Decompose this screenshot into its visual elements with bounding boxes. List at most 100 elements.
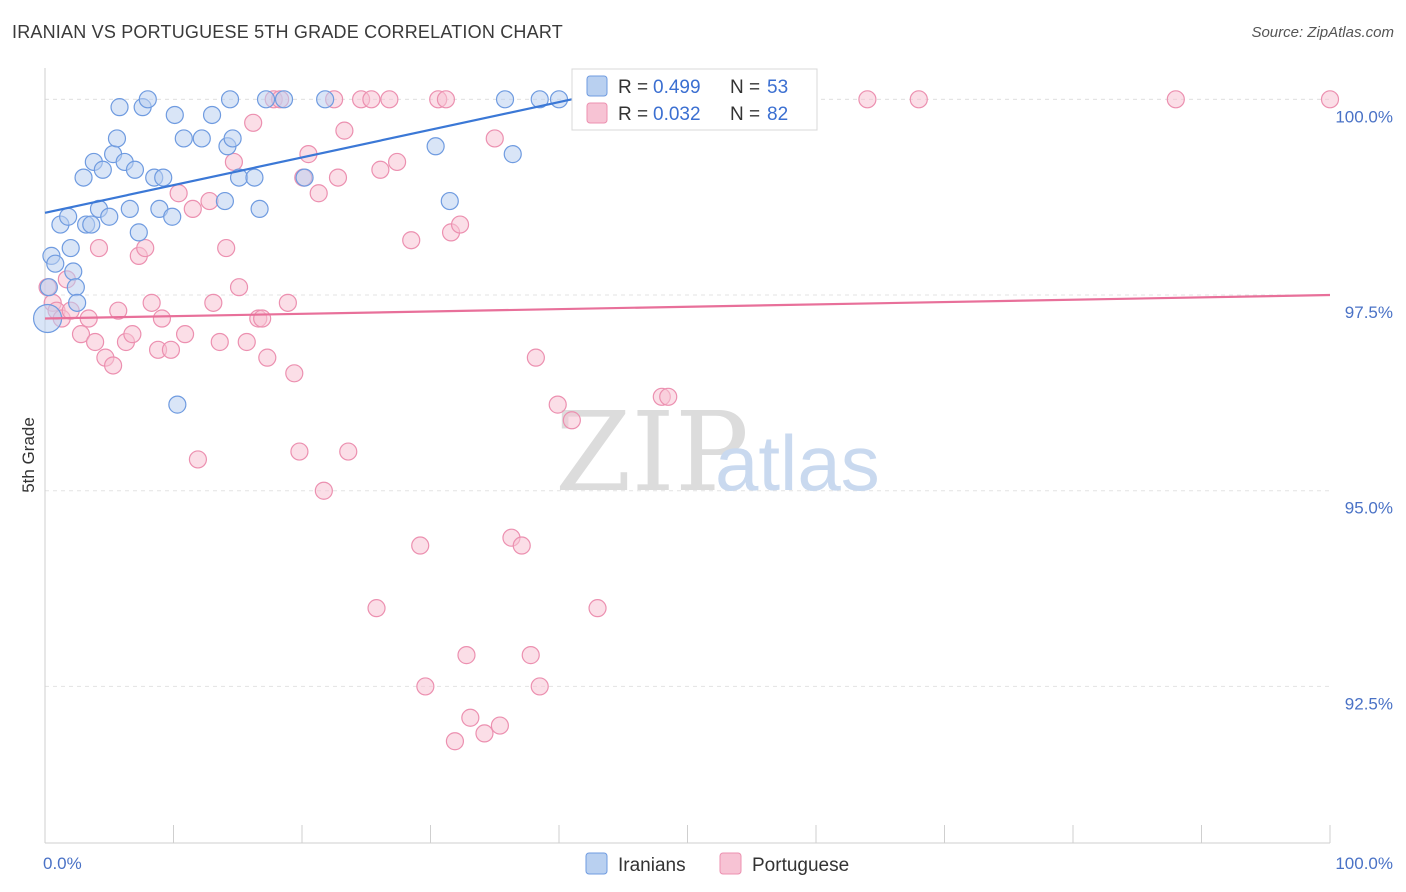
portuguese-point: [224, 152, 243, 172]
portuguese-point: [309, 184, 328, 203]
portuguese-point: [104, 356, 123, 375]
portuguese-point: [475, 724, 494, 743]
portuguese-point: [136, 238, 155, 258]
iranian-point: [46, 254, 65, 273]
chart-title: IRANIAN VS PORTUGUESE 5TH GRADE CORRELAT…: [12, 22, 563, 42]
portuguese-point: [253, 309, 272, 328]
portuguese-point: [490, 716, 509, 735]
portuguese-point: [285, 364, 304, 383]
iranian-point: [125, 160, 145, 179]
y-axis-label: 5th Grade: [19, 417, 38, 493]
portuguese-point: [367, 599, 386, 618]
portuguese-point: [457, 646, 476, 665]
iranian-point: [107, 129, 127, 148]
stats-legend-box: [571, 68, 818, 131]
portuguese-point: [858, 90, 877, 109]
iranian-point: [202, 105, 222, 125]
iranian-point: [74, 168, 93, 187]
portuguese-point: [71, 325, 91, 344]
portuguese-point: [204, 293, 223, 312]
legend-iranians-n-label: N =: [730, 77, 760, 98]
series-iranians: [32, 90, 639, 414]
portuguese-point: [169, 184, 188, 203]
portuguese-point: [362, 90, 381, 109]
portuguese-point: [290, 442, 309, 461]
portuguese-point: [217, 238, 236, 258]
iranian-point: [120, 199, 139, 219]
portuguese-point: [229, 278, 249, 297]
portuguese-point: [380, 90, 399, 109]
iranian-point: [530, 90, 549, 109]
portuguese-point: [548, 395, 567, 414]
iranian-point: [215, 191, 234, 211]
y-tick-label-3: 92.5%: [1345, 694, 1393, 713]
portuguese-point: [152, 309, 172, 328]
legend-swatch-portuguese: [586, 102, 608, 124]
iranian-point: [39, 278, 58, 297]
iranian-point: [245, 168, 264, 187]
bottom-legend-iranians: Iranians: [618, 855, 686, 876]
iranian-point: [129, 223, 148, 242]
portuguese-point: [314, 481, 333, 500]
portuguese-point: [237, 332, 256, 352]
x-tick-labels: 0.0% 100.0%: [43, 854, 1393, 873]
iranian-point: [495, 90, 515, 109]
portuguese-point: [445, 732, 465, 751]
iranian-point: [168, 395, 187, 414]
portuguese-point: [161, 340, 181, 359]
legend-portuguese-n-label: N =: [730, 104, 760, 125]
portuguese-point: [512, 536, 531, 555]
iranian-point: [61, 238, 80, 258]
iranian-point: [154, 168, 173, 187]
iranian-point: [256, 90, 276, 109]
iranian-point: [110, 98, 129, 117]
iranian-point: [138, 90, 157, 109]
legend-portuguese-r-value: 0.032: [653, 104, 701, 125]
series-legend: Iranians Portuguese: [585, 852, 849, 876]
legend-iranians-r-value: 0.499: [653, 77, 701, 98]
legend-portuguese-r-label: R =: [618, 104, 648, 125]
iranian-point: [220, 90, 240, 109]
portuguese-point: [183, 199, 202, 219]
legend-portuguese-n-value: 82: [767, 104, 788, 125]
y-tick-label-2: 95.0%: [1345, 499, 1393, 518]
y-tick-label-0: 100.0%: [1335, 107, 1393, 126]
portuguese-point: [123, 325, 142, 344]
trend-lines: [44, 98, 1331, 320]
portuguese-point: [210, 332, 229, 352]
portuguese-point: [450, 215, 470, 234]
iranian-point: [192, 129, 211, 148]
portuguese-point: [562, 411, 581, 430]
portuguese-point: [1166, 90, 1185, 109]
portuguese-point: [89, 238, 109, 258]
portuguese-point: [1320, 90, 1340, 109]
iranian-point: [316, 90, 335, 109]
portuguese-point: [461, 708, 480, 727]
iranian-point: [223, 129, 242, 148]
legend-iranians-n-value: 53: [767, 77, 788, 98]
portuguese-point: [387, 152, 407, 172]
portuguese-point: [402, 231, 421, 250]
iranian-point: [549, 90, 569, 109]
portuguese-point: [109, 301, 128, 320]
legend-iranians-r-label: R =: [618, 77, 648, 98]
iranian-trend-line: [44, 98, 573, 214]
watermark-zip: ZIP: [555, 388, 749, 516]
stats-legend: R = 0.499 N = 53 R = 0.032 N = 82: [571, 68, 818, 131]
portuguese-point: [521, 646, 540, 665]
iranian-point: [64, 262, 83, 281]
portuguese-point: [328, 168, 348, 187]
portuguese-point: [258, 348, 277, 367]
portuguese-point: [142, 293, 161, 312]
portuguese-point: [244, 113, 263, 132]
portuguese-point: [588, 599, 607, 618]
portuguese-point: [339, 442, 358, 461]
legend-swatch-iranians: [586, 75, 608, 97]
iranian-point: [440, 191, 459, 211]
iranian-point: [82, 215, 101, 234]
portuguese-point: [278, 293, 297, 312]
watermark-atlas: atlas: [715, 419, 880, 507]
iranian-point: [93, 160, 112, 179]
iranian-point: [59, 207, 78, 226]
